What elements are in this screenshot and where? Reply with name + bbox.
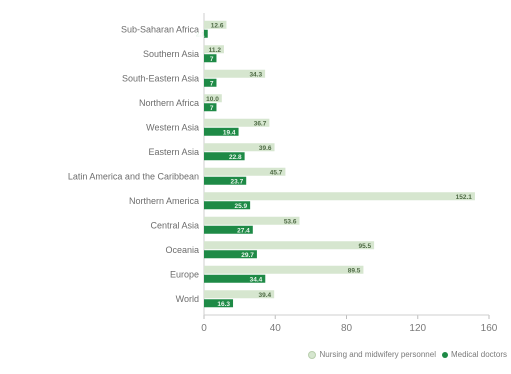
bar-doctors bbox=[204, 78, 217, 87]
data-label: 19.4 bbox=[223, 129, 236, 136]
data-label: 39.4 bbox=[259, 292, 272, 299]
legend-item-nursing: Nursing and midwifery personnel bbox=[308, 350, 436, 359]
data-label: 2.1 bbox=[196, 31, 205, 38]
data-label: 7 bbox=[210, 105, 214, 112]
legend-swatch-doctors bbox=[441, 351, 448, 358]
data-label: 16.3 bbox=[217, 301, 230, 308]
bar-doctors bbox=[204, 225, 253, 234]
data-label: 22.8 bbox=[229, 154, 242, 161]
x-tick-label: 120 bbox=[409, 323, 426, 334]
bar-nursing bbox=[204, 45, 224, 54]
category-label: Oceania bbox=[165, 245, 199, 255]
bar-doctors bbox=[204, 250, 257, 259]
bar-doctors bbox=[204, 299, 234, 308]
data-label: 34.3 bbox=[249, 71, 262, 78]
data-label: 11.2 bbox=[209, 47, 222, 54]
bar-doctors bbox=[204, 201, 251, 210]
bar-doctors bbox=[204, 29, 208, 38]
data-label: 27.4 bbox=[237, 227, 250, 234]
bar-nursing bbox=[204, 20, 227, 29]
bar-nursing bbox=[204, 265, 364, 274]
category-label: Northern America bbox=[129, 196, 199, 206]
bar-doctors bbox=[204, 103, 217, 112]
data-label: 53.6 bbox=[284, 218, 297, 225]
data-label: 23.7 bbox=[231, 178, 244, 185]
bar-doctors bbox=[204, 152, 245, 161]
legend-swatch-nursing bbox=[308, 350, 317, 359]
bar-nursing bbox=[204, 118, 270, 127]
bar-nursing bbox=[204, 290, 275, 299]
data-label: 95.5 bbox=[358, 243, 371, 250]
category-label: Eastern Asia bbox=[148, 147, 199, 157]
bar-nursing bbox=[204, 69, 266, 78]
category-label: South-Eastern Asia bbox=[122, 73, 199, 83]
data-label: 45.7 bbox=[270, 169, 283, 176]
data-label: 25.9 bbox=[234, 203, 247, 210]
category-label: Central Asia bbox=[150, 220, 199, 230]
data-label: 10.0 bbox=[206, 96, 219, 103]
x-tick-label: 160 bbox=[481, 323, 498, 334]
bar-doctors bbox=[204, 176, 247, 185]
category-label: World bbox=[176, 294, 199, 304]
bar-nursing bbox=[204, 216, 300, 225]
category-label: Sub-Saharan Africa bbox=[121, 24, 199, 34]
category-label: Northern Africa bbox=[139, 98, 199, 108]
legend-label-doctors: Medical doctors bbox=[450, 350, 507, 359]
legend-item-doctors: Medical doctors bbox=[441, 350, 507, 359]
x-tick-label: 80 bbox=[341, 323, 353, 334]
bar-doctors bbox=[204, 54, 217, 63]
legend-label-nursing: Nursing and midwifery personnel bbox=[319, 350, 436, 359]
bar-nursing bbox=[204, 143, 275, 152]
category-label: Latin America and the Caribbean bbox=[68, 171, 199, 181]
bar-nursing bbox=[204, 192, 475, 201]
data-label: 152.1 bbox=[456, 194, 473, 201]
bar-nursing bbox=[204, 167, 286, 176]
category-label: Southern Asia bbox=[143, 49, 199, 59]
data-label: 89.5 bbox=[348, 267, 361, 274]
category-label: Europe bbox=[170, 269, 199, 279]
category-label: Western Asia bbox=[146, 122, 199, 132]
data-label: 36.7 bbox=[254, 120, 267, 127]
x-tick-label: 40 bbox=[270, 323, 282, 334]
bar-nursing bbox=[204, 94, 222, 103]
legend: Nursing and midwifery personnel Medical … bbox=[308, 350, 507, 359]
data-label: 29.7 bbox=[241, 252, 254, 259]
data-label: 7 bbox=[210, 56, 214, 63]
data-label: 12.6 bbox=[211, 22, 224, 29]
bar-doctors bbox=[204, 127, 239, 136]
data-label: 7 bbox=[210, 80, 214, 87]
bar-doctors bbox=[204, 274, 266, 283]
data-label: 39.6 bbox=[259, 145, 272, 152]
data-label: 34.4 bbox=[250, 276, 263, 283]
x-tick-label: 0 bbox=[201, 323, 207, 334]
bar-nursing bbox=[204, 241, 375, 250]
